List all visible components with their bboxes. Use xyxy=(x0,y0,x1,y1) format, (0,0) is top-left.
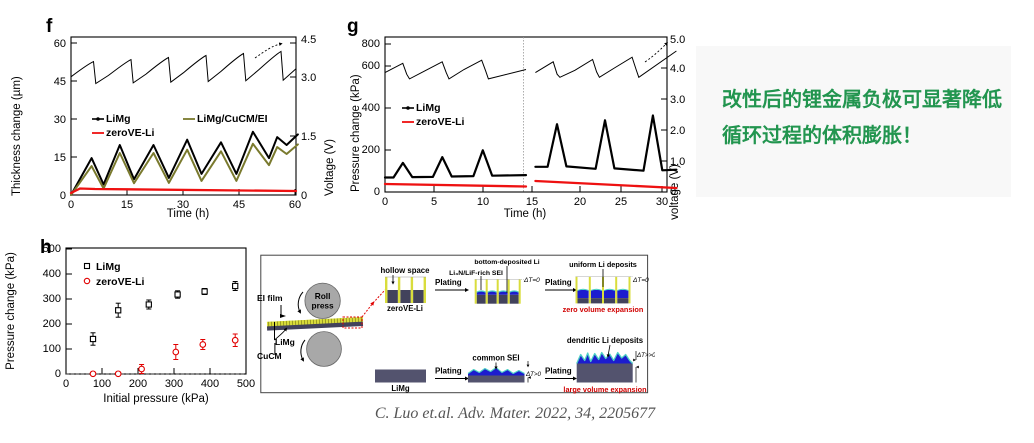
svg-text:25: 25 xyxy=(615,196,627,208)
svg-text:Roll: Roll xyxy=(315,291,331,301)
svg-text:voltage (V): voltage (V) xyxy=(669,164,681,220)
svg-text:Plating: Plating xyxy=(545,367,572,376)
svg-text:Plating: Plating xyxy=(545,278,572,287)
svg-text:400: 400 xyxy=(201,378,219,390)
svg-text:LiMg: LiMg xyxy=(106,113,131,125)
svg-text:500: 500 xyxy=(237,378,255,390)
svg-text:15: 15 xyxy=(121,199,133,211)
svg-text:Pressure change (kPa): Pressure change (kPa) xyxy=(5,252,17,370)
svg-text:15: 15 xyxy=(54,152,66,164)
svg-text:LiMg/CuCM/EI: LiMg/CuCM/EI xyxy=(197,113,268,125)
svg-text:Voltage (V): Voltage (V) xyxy=(324,139,336,196)
svg-text:5.0: 5.0 xyxy=(670,34,685,46)
svg-text:400: 400 xyxy=(362,102,380,114)
svg-text:Time (h): Time (h) xyxy=(167,208,210,220)
svg-text:300: 300 xyxy=(165,378,183,390)
svg-text:Time (h): Time (h) xyxy=(504,208,547,220)
svg-text:0: 0 xyxy=(374,186,380,198)
svg-text:Plating: Plating xyxy=(435,367,462,376)
svg-text:zeroVE-Li: zeroVE-Li xyxy=(106,127,155,139)
svg-text:g: g xyxy=(347,16,359,37)
svg-text:200: 200 xyxy=(129,378,147,390)
svg-text:45: 45 xyxy=(233,199,245,211)
svg-text:15: 15 xyxy=(526,196,538,208)
svg-text:ΔT>0: ΔT>0 xyxy=(525,371,542,378)
svg-text:Li₃N/LiF-rich SEI: Li₃N/LiF-rich SEI xyxy=(449,270,503,277)
svg-text:f: f xyxy=(46,16,53,37)
svg-text:hollow space: hollow space xyxy=(381,266,431,275)
svg-text:Initial pressure (kPa): Initial pressure (kPa) xyxy=(103,393,209,405)
svg-text:large volume expansion: large volume expansion xyxy=(563,385,646,394)
svg-text:LiMg: LiMg xyxy=(275,337,295,347)
svg-text:0: 0 xyxy=(63,378,69,390)
svg-text:press: press xyxy=(312,301,335,311)
svg-text:3.0: 3.0 xyxy=(301,72,316,84)
svg-text:60: 60 xyxy=(54,38,66,50)
svg-text:0: 0 xyxy=(55,368,61,380)
svg-text:LiMg: LiMg xyxy=(416,102,441,114)
svg-text:Pressure change (kPa): Pressure change (kPa) xyxy=(350,74,362,192)
svg-text:10: 10 xyxy=(477,196,489,208)
svg-text:zeroVE-Li: zeroVE-Li xyxy=(96,276,145,288)
svg-text:5: 5 xyxy=(431,196,437,208)
svg-text:common SEI: common SEI xyxy=(472,354,519,363)
svg-text:2.0: 2.0 xyxy=(670,125,685,137)
svg-text:4.0: 4.0 xyxy=(670,63,685,75)
svg-text:zeroVE-Li: zeroVE-Li xyxy=(416,116,465,128)
svg-text:LiMg: LiMg xyxy=(96,261,121,273)
svg-text:100: 100 xyxy=(93,378,111,390)
svg-text:EI film: EI film xyxy=(257,293,283,303)
svg-text:30: 30 xyxy=(656,196,668,208)
svg-text:45: 45 xyxy=(54,76,66,88)
svg-text:20: 20 xyxy=(574,196,586,208)
svg-text:dendritic Li deposits: dendritic Li deposits xyxy=(567,336,644,345)
svg-text:600: 600 xyxy=(362,60,380,72)
svg-text:ΔT>>0: ΔT>>0 xyxy=(636,352,655,359)
svg-text:60: 60 xyxy=(289,199,301,211)
svg-text:0: 0 xyxy=(382,196,388,208)
svg-text:30: 30 xyxy=(54,114,66,126)
svg-text:LiMg: LiMg xyxy=(391,384,409,393)
svg-text:0: 0 xyxy=(68,199,74,211)
svg-text:500: 500 xyxy=(43,243,61,255)
svg-text:800: 800 xyxy=(362,38,380,50)
svg-text:zeroVE-Li: zeroVE-Li xyxy=(387,304,423,313)
svg-text:0: 0 xyxy=(60,190,66,202)
svg-text:400: 400 xyxy=(43,268,61,280)
svg-text:bottom-deposited Li: bottom-deposited Li xyxy=(474,259,539,266)
svg-text:ΔT=0: ΔT=0 xyxy=(632,277,649,284)
svg-text:3.0: 3.0 xyxy=(670,94,685,106)
svg-text:ΔT=0: ΔT=0 xyxy=(523,277,540,284)
svg-text:4.5: 4.5 xyxy=(301,34,316,46)
svg-text:Thickness change (µm): Thickness change (µm) xyxy=(11,76,23,196)
svg-text:1.5: 1.5 xyxy=(301,131,316,143)
svg-text:0: 0 xyxy=(301,190,307,202)
svg-text:300: 300 xyxy=(43,293,61,305)
svg-text:100: 100 xyxy=(43,343,61,355)
svg-text:uniform Li deposits: uniform Li deposits xyxy=(569,260,637,269)
svg-text:zero volume expansion: zero volume expansion xyxy=(563,305,644,314)
svg-text:Plating: Plating xyxy=(435,278,462,287)
svg-text:200: 200 xyxy=(362,144,380,156)
svg-text:200: 200 xyxy=(43,318,61,330)
svg-text:CuCM: CuCM xyxy=(257,351,282,361)
